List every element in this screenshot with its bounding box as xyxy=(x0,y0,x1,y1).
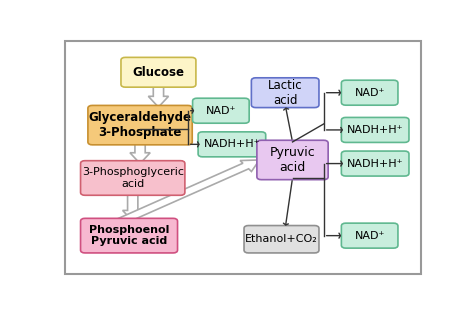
Text: Pyruvic
acid: Pyruvic acid xyxy=(270,146,315,174)
Text: Ethanol+CO₂: Ethanol+CO₂ xyxy=(245,234,318,244)
FancyBboxPatch shape xyxy=(88,105,192,145)
FancyBboxPatch shape xyxy=(251,78,319,108)
Text: NADH+H⁺: NADH+H⁺ xyxy=(204,139,260,149)
FancyBboxPatch shape xyxy=(341,117,409,142)
FancyBboxPatch shape xyxy=(341,151,409,176)
FancyBboxPatch shape xyxy=(192,98,249,123)
FancyBboxPatch shape xyxy=(198,132,266,157)
FancyArrow shape xyxy=(130,142,150,163)
Text: NADH+H⁺: NADH+H⁺ xyxy=(347,125,403,135)
Text: NADH+H⁺: NADH+H⁺ xyxy=(347,158,403,168)
FancyBboxPatch shape xyxy=(121,57,196,87)
Text: Glyceraldehyde
3-Phosphate: Glyceraldehyde 3-Phosphate xyxy=(89,111,191,139)
FancyBboxPatch shape xyxy=(81,218,178,253)
Text: Phosphoenol
Pyruvic acid: Phosphoenol Pyruvic acid xyxy=(89,225,169,246)
Text: NAD⁺: NAD⁺ xyxy=(206,106,236,116)
FancyBboxPatch shape xyxy=(244,226,319,253)
FancyArrow shape xyxy=(148,84,169,107)
Text: NAD⁺: NAD⁺ xyxy=(355,88,385,98)
Text: 3-Phosphoglyceric
acid: 3-Phosphoglyceric acid xyxy=(82,167,184,189)
Text: Glucose: Glucose xyxy=(132,66,184,79)
FancyArrow shape xyxy=(86,160,259,238)
Text: NAD⁺: NAD⁺ xyxy=(355,231,385,241)
FancyBboxPatch shape xyxy=(81,161,185,195)
FancyBboxPatch shape xyxy=(65,41,421,274)
Text: Lactic
acid: Lactic acid xyxy=(268,79,302,107)
FancyArrow shape xyxy=(123,193,143,221)
FancyBboxPatch shape xyxy=(341,80,398,105)
FancyBboxPatch shape xyxy=(257,140,328,180)
FancyBboxPatch shape xyxy=(341,223,398,248)
